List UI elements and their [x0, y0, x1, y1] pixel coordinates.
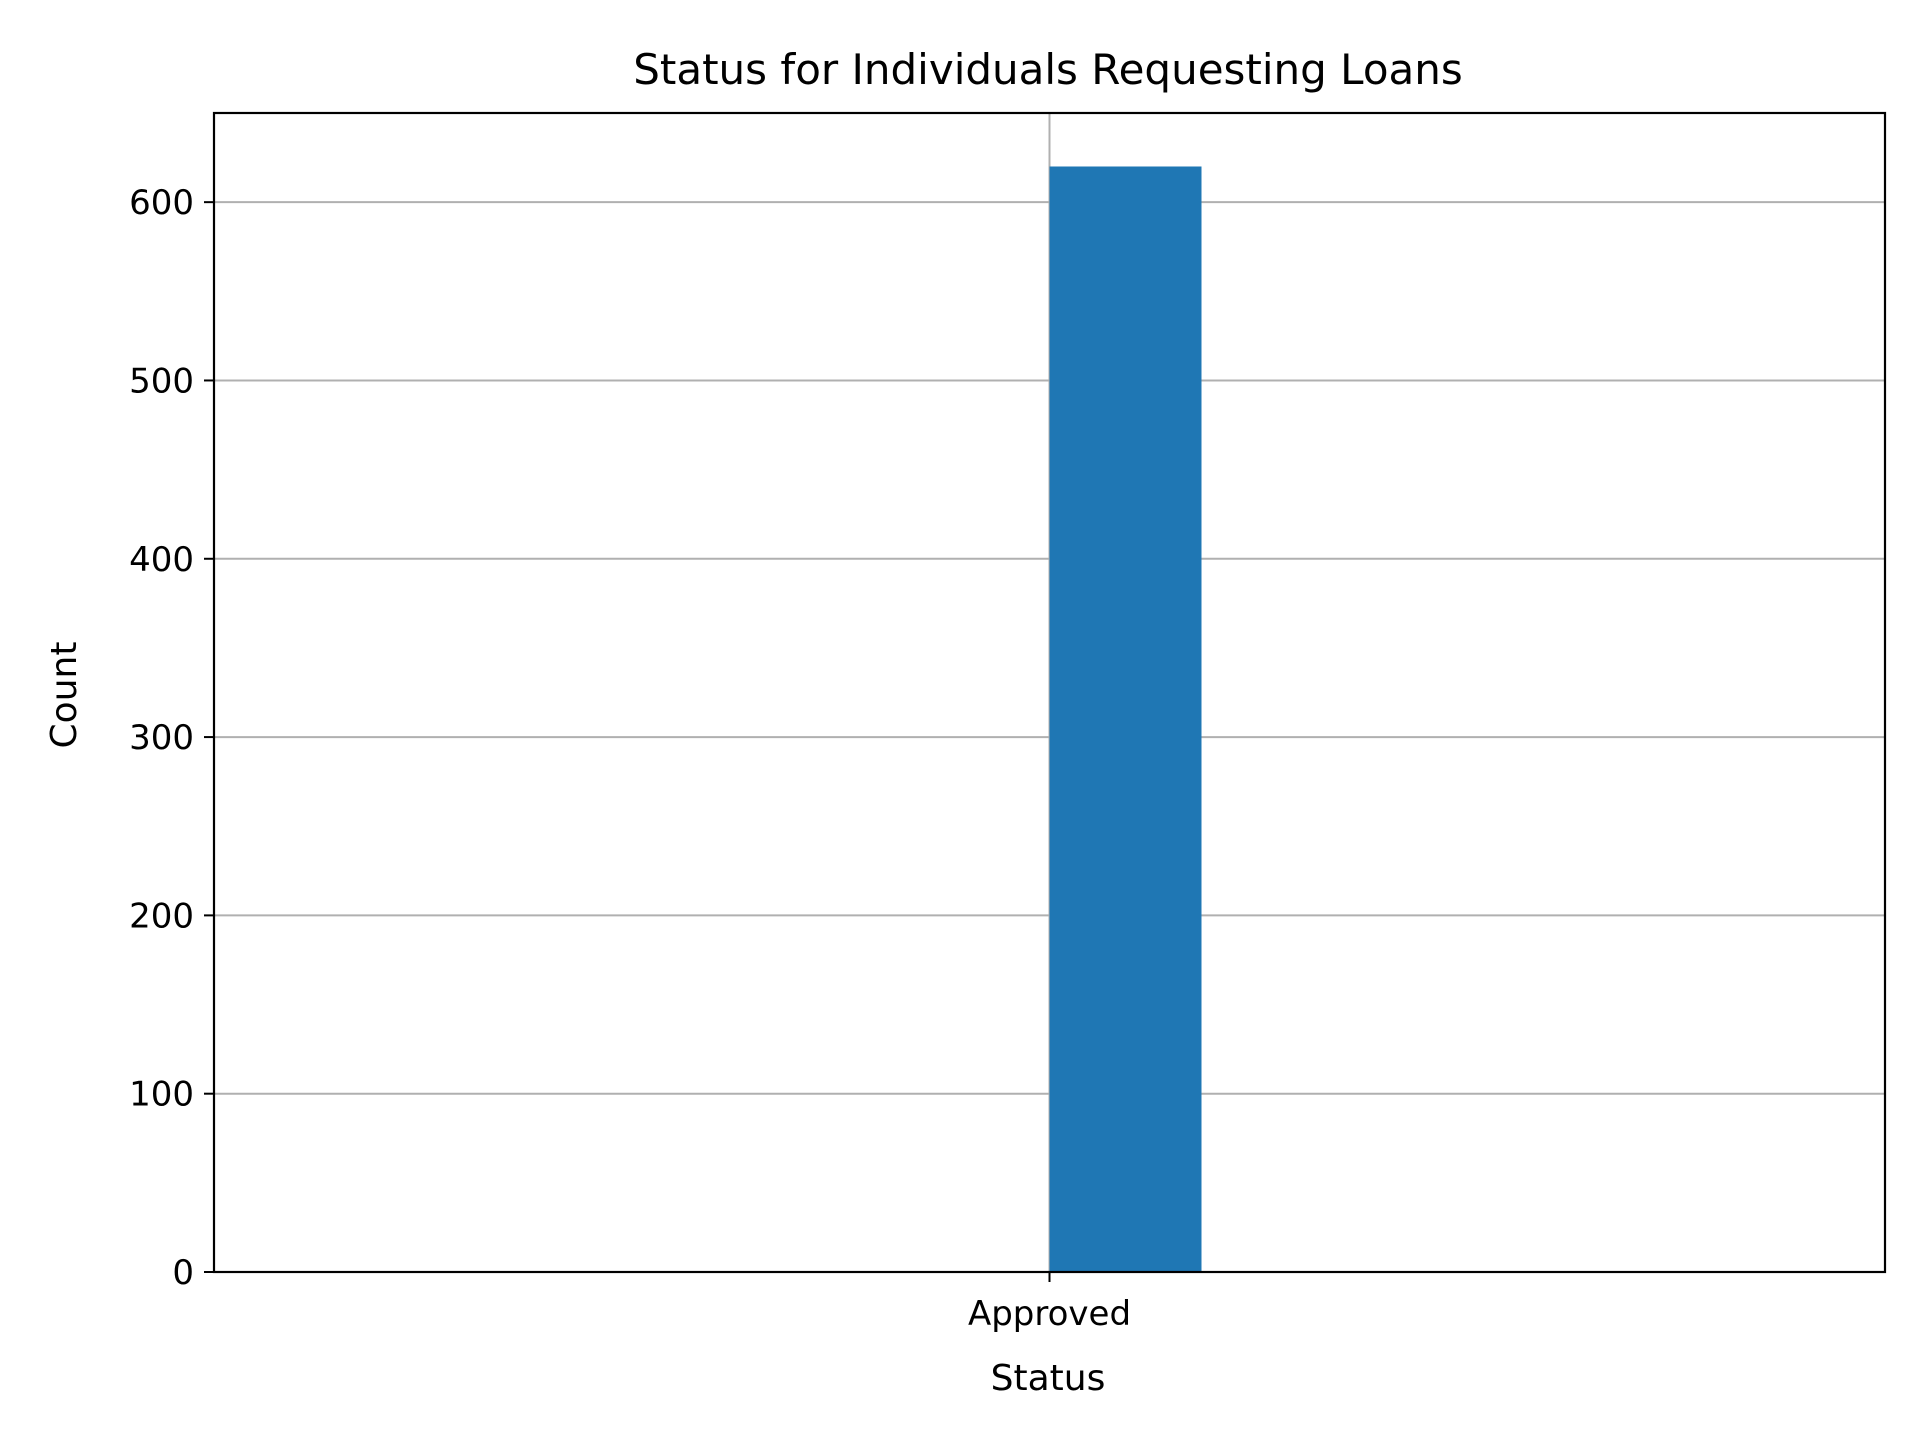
y-tick-label: 500 — [129, 361, 194, 401]
x-axis-label: Status — [991, 1358, 1106, 1399]
x-axis-ticks: Approved — [968, 1272, 1131, 1334]
bar-approved — [1049, 166, 1202, 1272]
y-tick-label: 0 — [172, 1253, 194, 1293]
y-tick-label: 600 — [129, 183, 194, 223]
y-tick-label: 100 — [129, 1075, 194, 1115]
y-axis-ticks: 0 100 200 300 400 500 600 — [129, 183, 214, 1293]
y-axis-label: Count — [44, 642, 85, 749]
y-tick-label: 400 — [129, 540, 194, 580]
y-tick-label: 300 — [129, 718, 194, 758]
chart-title: Status for Individuals Requesting Loans — [633, 45, 1463, 94]
y-tick-label: 200 — [129, 896, 194, 936]
bars — [1049, 166, 1202, 1272]
x-tick-label: Approved — [968, 1294, 1131, 1334]
